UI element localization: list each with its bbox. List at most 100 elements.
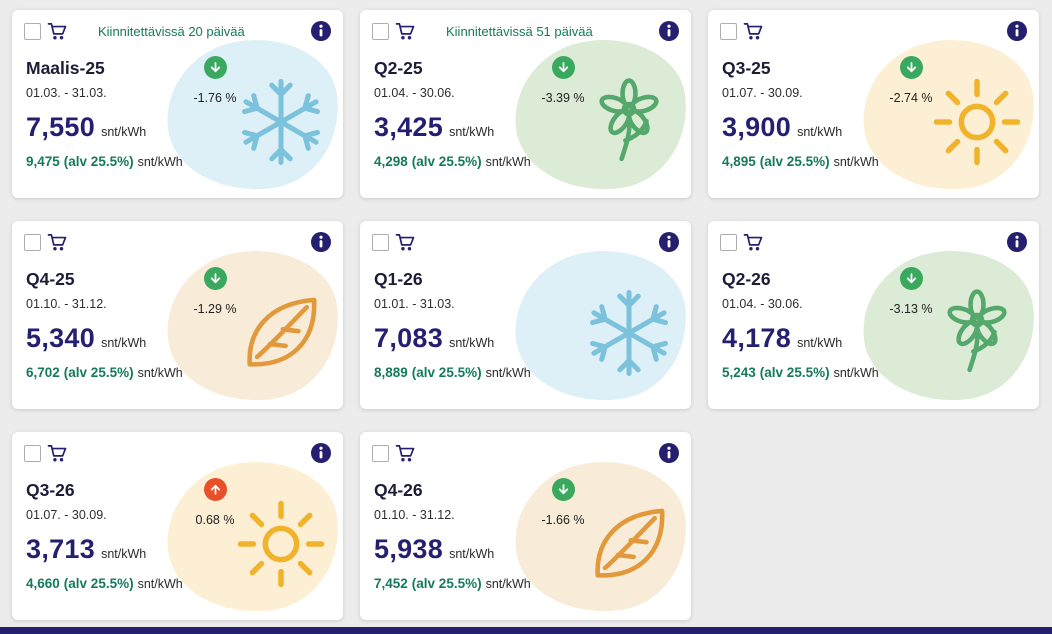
info-icon[interactable] bbox=[659, 443, 679, 463]
price-unit: snt/kWh bbox=[101, 125, 147, 139]
trend-percent: -1.76 % bbox=[193, 91, 237, 105]
trend-percent: -2.74 % bbox=[889, 91, 933, 105]
select-checkbox[interactable] bbox=[24, 233, 41, 251]
vat-label: (alv 25.5%) bbox=[411, 365, 482, 380]
price-value: 5,340 bbox=[26, 323, 96, 353]
price-card: Kiinnitettävissä 20 päivää Maalis-25 01.… bbox=[12, 10, 343, 198]
price-row: 7,083 snt/kWh bbox=[374, 323, 494, 354]
price-row: 3,713 snt/kWh bbox=[26, 534, 146, 565]
select-checkbox[interactable] bbox=[372, 444, 389, 462]
date-range: 01.07. - 30.09. bbox=[26, 508, 107, 522]
select-checkbox[interactable] bbox=[720, 233, 737, 251]
vat-label: (alv 25.5%) bbox=[63, 576, 134, 591]
select-checkbox[interactable] bbox=[24, 444, 41, 462]
date-range: 01.10. - 31.12. bbox=[26, 297, 107, 311]
cart-icon[interactable] bbox=[395, 444, 416, 463]
price-card: Q4-25 01.10. - 31.12. -1.29 % 5,340 snt/… bbox=[12, 221, 343, 409]
flower-icon bbox=[947, 289, 1007, 373]
cart-icon[interactable] bbox=[47, 233, 68, 252]
vat-price-row: 4,895 (alv 25.5%) snt/kWh bbox=[722, 154, 879, 169]
price-row: 3,900 snt/kWh bbox=[722, 112, 842, 143]
price-value: 3,425 bbox=[374, 112, 444, 142]
date-range: 01.07. - 30.09. bbox=[722, 86, 803, 100]
vat-label: (alv 25.5%) bbox=[759, 154, 830, 169]
vat-price-unit: snt/kWh bbox=[137, 577, 183, 591]
flower-icon bbox=[599, 78, 659, 162]
cart-icon[interactable] bbox=[47, 22, 68, 41]
select-checkbox[interactable] bbox=[720, 22, 737, 40]
footer-bar bbox=[0, 627, 1052, 634]
price-unit: snt/kWh bbox=[449, 336, 495, 350]
cart-icon[interactable] bbox=[743, 233, 764, 252]
vat-label: (alv 25.5%) bbox=[759, 365, 830, 380]
vat-price-row: 6,702 (alv 25.5%) snt/kWh bbox=[26, 365, 183, 380]
cart-icon[interactable] bbox=[47, 444, 68, 463]
info-icon[interactable] bbox=[311, 21, 331, 41]
leaf-icon bbox=[595, 508, 665, 578]
leaf-icon bbox=[247, 297, 317, 367]
vat-price-value: 4,895 bbox=[722, 154, 756, 169]
trend-arrow-icon bbox=[551, 56, 575, 79]
price-row: 7,550 snt/kWh bbox=[26, 112, 146, 143]
price-card: Q4-26 01.10. - 31.12. -1.66 % 5,938 snt/… bbox=[360, 432, 691, 620]
card-toolbar bbox=[720, 20, 1027, 42]
trend-badge: 0.68 % bbox=[178, 478, 252, 527]
trend-arrow-icon bbox=[899, 267, 923, 290]
trend-badge: -1.29 % bbox=[178, 267, 252, 316]
period-title: Q3-25 bbox=[722, 58, 771, 78]
price-unit: snt/kWh bbox=[101, 336, 147, 350]
trend-percent: -3.39 % bbox=[541, 91, 585, 105]
cart-icon[interactable] bbox=[395, 233, 416, 252]
info-icon[interactable] bbox=[659, 21, 679, 41]
price-value: 7,550 bbox=[26, 112, 96, 142]
price-row: 3,425 snt/kWh bbox=[374, 112, 494, 143]
card-toolbar bbox=[372, 442, 679, 464]
price-row: 5,340 snt/kWh bbox=[26, 323, 146, 354]
period-title: Q4-26 bbox=[374, 480, 423, 500]
price-unit: snt/kWh bbox=[797, 336, 843, 350]
sun-icon bbox=[237, 500, 325, 588]
period-title: Q3-26 bbox=[26, 480, 75, 500]
snowflake-icon bbox=[590, 289, 668, 377]
price-unit: snt/kWh bbox=[449, 547, 495, 561]
info-icon[interactable] bbox=[311, 232, 331, 252]
vat-price-row: 9,475 (alv 25.5%) snt/kWh bbox=[26, 154, 183, 169]
vat-price-value: 7,452 bbox=[374, 576, 408, 591]
price-row: 5,938 snt/kWh bbox=[374, 534, 494, 565]
card-toolbar bbox=[24, 442, 331, 464]
vat-price-value: 5,243 bbox=[722, 365, 756, 380]
trend-arrow-icon bbox=[203, 267, 227, 290]
period-title: Q4-25 bbox=[26, 269, 75, 289]
vat-price-unit: snt/kWh bbox=[485, 155, 531, 169]
cart-icon[interactable] bbox=[395, 22, 416, 41]
vat-price-value: 8,889 bbox=[374, 365, 408, 380]
vat-price-row: 5,243 (alv 25.5%) snt/kWh bbox=[722, 365, 879, 380]
price-row: 4,178 snt/kWh bbox=[722, 323, 842, 354]
trend-badge: -1.66 % bbox=[526, 478, 600, 527]
trend-badge: -3.13 % bbox=[874, 267, 948, 316]
info-icon[interactable] bbox=[1007, 232, 1027, 252]
trend-percent: -1.29 % bbox=[193, 302, 237, 316]
info-icon[interactable] bbox=[1007, 21, 1027, 41]
period-title: Q1-26 bbox=[374, 269, 423, 289]
select-checkbox[interactable] bbox=[372, 22, 389, 40]
period-title: Q2-26 bbox=[722, 269, 771, 289]
vat-price-value: 4,298 bbox=[374, 154, 408, 169]
info-icon[interactable] bbox=[659, 232, 679, 252]
vat-price-row: 4,660 (alv 25.5%) snt/kWh bbox=[26, 576, 183, 591]
vat-price-value: 9,475 bbox=[26, 154, 60, 169]
select-checkbox[interactable] bbox=[372, 233, 389, 251]
period-title: Q2-25 bbox=[374, 58, 423, 78]
trend-percent: -3.13 % bbox=[889, 302, 933, 316]
cart-icon[interactable] bbox=[743, 22, 764, 41]
price-value: 5,938 bbox=[374, 534, 444, 564]
select-checkbox[interactable] bbox=[24, 22, 41, 40]
card-toolbar: Kiinnitettävissä 20 päivää bbox=[24, 20, 331, 42]
trend-badge: -3.39 % bbox=[526, 56, 600, 105]
trend-arrow-icon bbox=[203, 478, 227, 501]
info-icon[interactable] bbox=[311, 443, 331, 463]
card-toolbar bbox=[372, 231, 679, 253]
trend-percent: -1.66 % bbox=[541, 513, 585, 527]
trend-arrow-icon bbox=[899, 56, 923, 79]
